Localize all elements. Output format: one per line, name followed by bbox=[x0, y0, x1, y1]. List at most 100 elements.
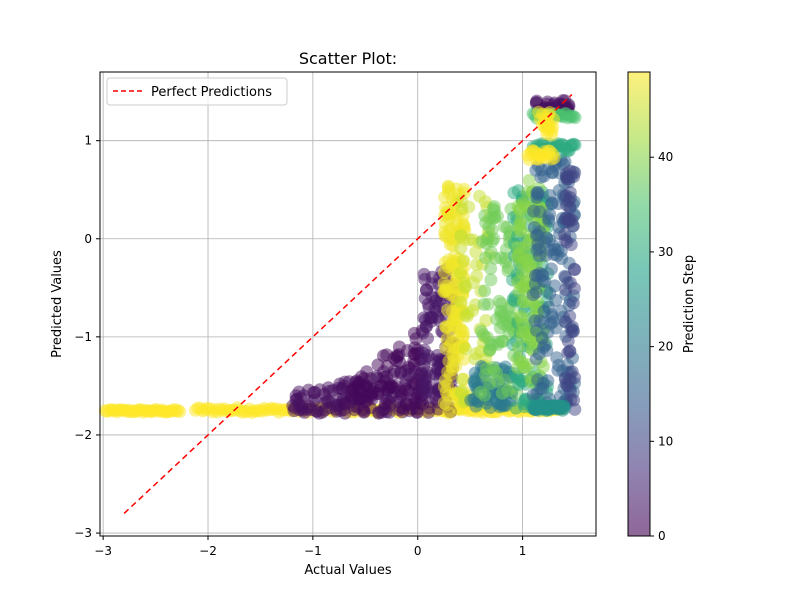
data-point bbox=[536, 316, 550, 330]
data-point bbox=[296, 403, 310, 417]
data-point bbox=[494, 309, 508, 323]
data-point bbox=[568, 111, 582, 125]
data-point bbox=[534, 170, 548, 184]
colorbar-tick-label: 20 bbox=[658, 340, 673, 354]
data-point bbox=[513, 202, 526, 216]
data-point bbox=[558, 233, 572, 247]
data-point bbox=[286, 399, 300, 413]
data-point bbox=[439, 342, 453, 356]
y-tick-label: 0 bbox=[84, 232, 92, 246]
data-point bbox=[560, 170, 574, 184]
data-point bbox=[558, 401, 571, 415]
data-point bbox=[527, 221, 541, 234]
data-point bbox=[559, 270, 572, 284]
data-point bbox=[542, 214, 556, 228]
data-point bbox=[442, 406, 456, 420]
data-point bbox=[565, 213, 579, 227]
data-point bbox=[485, 234, 499, 248]
data-point bbox=[530, 94, 544, 108]
colorbar-ticks: 0 10 20 30 40 bbox=[650, 150, 673, 543]
data-point bbox=[356, 403, 370, 417]
x-tick-label: −2 bbox=[199, 544, 217, 558]
data-point bbox=[312, 406, 326, 420]
data-point bbox=[490, 209, 504, 223]
data-point bbox=[425, 270, 439, 284]
data-point bbox=[392, 348, 406, 362]
data-point bbox=[563, 373, 576, 387]
legend-box bbox=[106, 77, 288, 106]
data-point bbox=[485, 338, 499, 352]
data-point bbox=[478, 209, 492, 223]
data-point bbox=[366, 385, 379, 399]
data-point bbox=[563, 201, 577, 215]
data-points bbox=[98, 94, 582, 420]
data-point bbox=[517, 255, 531, 269]
y-tick-label: −1 bbox=[74, 330, 92, 344]
colorbar-label: Prediction Step bbox=[682, 255, 697, 353]
data-point bbox=[559, 283, 573, 296]
x-tick-label: 0 bbox=[414, 544, 422, 558]
data-point bbox=[385, 379, 399, 393]
data-point bbox=[516, 295, 530, 309]
data-point bbox=[335, 382, 349, 396]
data-point bbox=[443, 222, 457, 236]
data-point bbox=[443, 238, 457, 251]
data-point bbox=[440, 332, 454, 346]
data-point bbox=[550, 351, 564, 365]
data-point bbox=[530, 186, 544, 200]
colorbar-tick-label: 10 bbox=[658, 434, 673, 448]
data-point bbox=[555, 252, 569, 265]
perfect-predictions-line bbox=[123, 94, 573, 514]
data-point bbox=[454, 228, 468, 242]
data-point bbox=[422, 369, 436, 383]
data-point bbox=[438, 284, 452, 298]
data-point bbox=[458, 342, 472, 356]
data-point bbox=[563, 344, 577, 358]
x-tick-label: −3 bbox=[94, 544, 112, 558]
data-point bbox=[568, 138, 582, 152]
data-point bbox=[456, 217, 470, 231]
data-point bbox=[548, 279, 562, 293]
data-point bbox=[454, 295, 468, 309]
data-point bbox=[507, 186, 521, 200]
data-point bbox=[173, 405, 187, 419]
data-point bbox=[515, 266, 529, 280]
y-tick-label: −3 bbox=[74, 526, 92, 540]
data-point bbox=[478, 284, 492, 298]
data-point bbox=[512, 341, 525, 355]
data-point bbox=[538, 236, 552, 249]
data-point bbox=[425, 290, 439, 304]
x-axis-label: Actual Values bbox=[304, 563, 392, 578]
data-point bbox=[495, 334, 509, 348]
data-point bbox=[446, 255, 460, 269]
y-axis-label: Predicted Values bbox=[50, 250, 65, 358]
data-point bbox=[530, 387, 544, 401]
data-point bbox=[297, 389, 311, 403]
data-point bbox=[446, 360, 459, 374]
data-point bbox=[441, 378, 455, 392]
data-point bbox=[457, 254, 471, 268]
data-point bbox=[422, 383, 435, 397]
legend: Perfect Predictions bbox=[106, 77, 288, 106]
data-point bbox=[487, 364, 501, 378]
colorbar-gradient bbox=[627, 71, 651, 537]
data-point bbox=[346, 383, 360, 397]
data-point bbox=[466, 304, 480, 318]
data-point bbox=[547, 151, 561, 165]
data-point bbox=[545, 128, 558, 142]
data-point bbox=[475, 234, 489, 248]
data-point bbox=[495, 386, 509, 400]
data-point bbox=[308, 386, 322, 399]
data-point bbox=[513, 309, 527, 322]
data-point bbox=[478, 388, 492, 402]
data-point bbox=[484, 273, 498, 287]
data-point bbox=[483, 377, 497, 391]
data-point bbox=[378, 397, 392, 411]
colorbar: 0 10 20 30 40 Prediction Step bbox=[627, 71, 697, 543]
x-tick-label: 1 bbox=[519, 544, 527, 558]
data-point bbox=[469, 372, 483, 386]
data-point bbox=[515, 356, 529, 369]
data-point bbox=[457, 352, 471, 366]
data-point bbox=[455, 195, 468, 208]
